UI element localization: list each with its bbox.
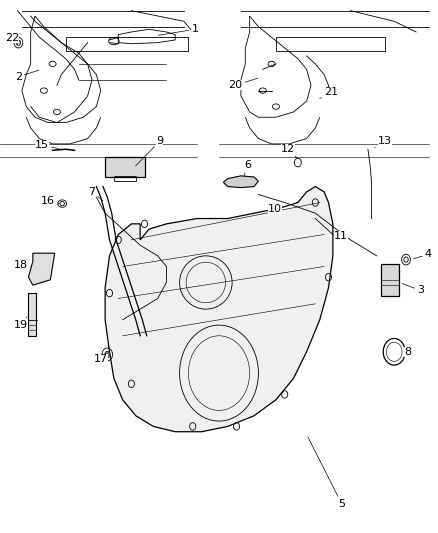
Bar <box>276 37 385 51</box>
Text: 21: 21 <box>320 87 338 99</box>
Text: 20: 20 <box>229 78 258 90</box>
Bar <box>105 157 145 177</box>
Text: 11: 11 <box>334 231 348 240</box>
PathPatch shape <box>105 187 333 432</box>
Text: 22: 22 <box>5 34 19 43</box>
Bar <box>66 37 188 51</box>
Text: 7: 7 <box>88 187 103 201</box>
Text: 1: 1 <box>158 25 198 35</box>
Bar <box>381 264 399 296</box>
Text: 10: 10 <box>268 204 282 214</box>
Text: 18: 18 <box>14 260 32 270</box>
Text: 15: 15 <box>35 140 59 150</box>
Bar <box>114 176 136 181</box>
Text: 6: 6 <box>244 160 251 176</box>
Text: 19: 19 <box>14 317 28 330</box>
Text: 16: 16 <box>41 196 59 206</box>
Text: 2: 2 <box>15 70 39 82</box>
Ellipse shape <box>105 351 110 358</box>
Text: 12: 12 <box>281 144 297 158</box>
PathPatch shape <box>223 176 258 188</box>
Text: 8: 8 <box>404 347 411 357</box>
PathPatch shape <box>28 253 55 285</box>
Text: 9: 9 <box>135 136 163 166</box>
Text: 3: 3 <box>402 284 424 295</box>
Text: 5: 5 <box>308 437 345 508</box>
Text: 13: 13 <box>374 136 392 148</box>
Bar <box>28 293 36 336</box>
Text: 17: 17 <box>94 353 108 364</box>
Text: 4: 4 <box>413 249 432 259</box>
